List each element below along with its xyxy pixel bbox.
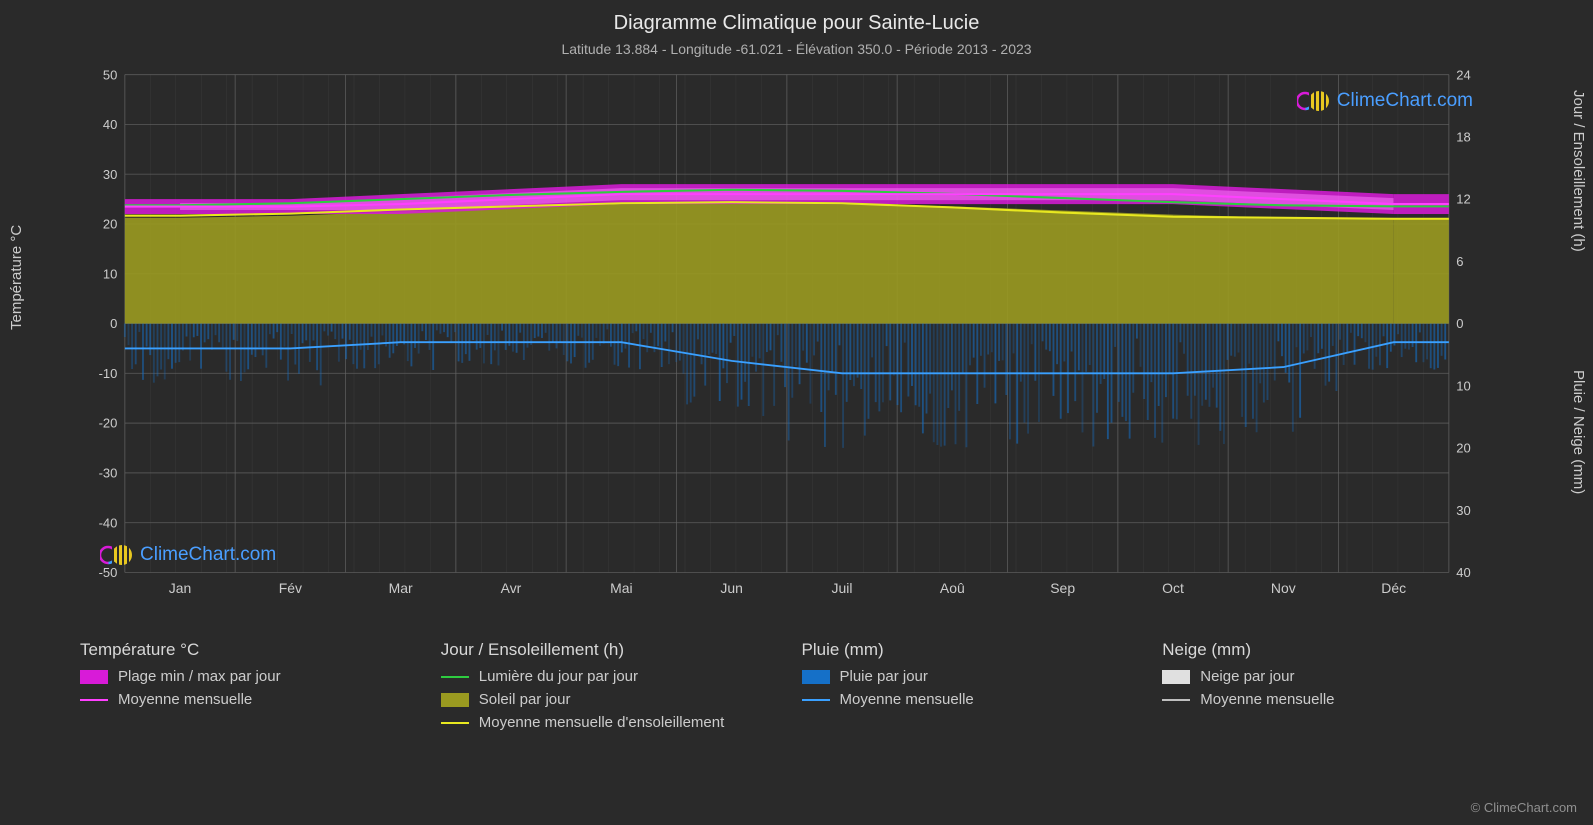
climechart-logo-icon [1297,88,1331,114]
chart-title: Diagramme Climatique pour Sainte-Lucie [0,0,1593,35]
plot-svg: -50-40-30-20-100102030405006121824102030… [80,70,1503,605]
legend-group-title: Température °C [80,640,421,660]
legend-group-title: Pluie (mm) [802,640,1143,660]
legend: Température °C Plage min / max par jour Mo… [80,640,1503,737]
legend-swatch [441,693,469,707]
legend-group: Neige (mm) Neige par jour Moyenne mensuell… [1162,640,1503,737]
svg-text:30: 30 [1456,503,1470,518]
svg-text:10: 10 [1456,378,1470,393]
watermark-bottom-left: ClimeChart.com [100,542,276,568]
legend-group-title: Neige (mm) [1162,640,1503,660]
watermark-top-right: ClimeChart.com [1297,88,1473,114]
svg-text:Jun: Jun [720,580,742,596]
legend-group: Température °C Plage min / max par jour Mo… [80,640,421,737]
legend-swatch [802,670,830,684]
legend-label: Moyenne mensuelle [840,691,974,708]
svg-text:18: 18 [1456,130,1470,145]
legend-item: Pluie par jour [802,668,1143,685]
svg-text:0: 0 [1456,316,1463,331]
svg-text:-30: -30 [99,466,118,481]
svg-text:12: 12 [1456,192,1470,207]
legend-item: Moyenne mensuelle [80,691,421,708]
y-axis-right-bottom-label: Pluie / Neige (mm) [1570,370,1587,494]
svg-text:Avr: Avr [501,580,522,596]
watermark-text: ClimeChart.com [140,544,276,566]
legend-item: Moyenne mensuelle [802,691,1143,708]
legend-label: Neige par jour [1200,668,1294,685]
climate-chart: Diagramme Climatique pour Sainte-Lucie L… [0,0,1593,825]
copyright: © ClimeChart.com [1471,800,1577,815]
y-axis-right-top-label: Jour / Ensoleillement (h) [1570,90,1587,252]
legend-group: Jour / Ensoleillement (h) Lumière du jour… [441,640,782,737]
svg-text:24: 24 [1456,67,1470,82]
legend-swatch [80,670,108,684]
climechart-logo-icon [100,542,134,568]
svg-text:10: 10 [103,266,117,281]
legend-line [1162,699,1190,701]
svg-text:-10: -10 [99,366,118,381]
watermark-text: ClimeChart.com [1337,90,1473,112]
svg-text:30: 30 [103,167,117,182]
svg-text:50: 50 [103,67,117,82]
plot-area: -50-40-30-20-100102030405006121824102030… [80,70,1503,605]
svg-text:0: 0 [110,316,117,331]
legend-swatch [1162,670,1190,684]
legend-group: Pluie (mm) Pluie par jour Moyenne mensuell… [802,640,1143,737]
legend-line [802,699,830,701]
legend-item: Soleil par jour [441,691,782,708]
svg-text:-20: -20 [99,416,118,431]
legend-item: Moyenne mensuelle [1162,691,1503,708]
svg-text:40: 40 [1456,565,1470,580]
y-axis-left-label: Température °C [8,225,25,330]
svg-text:Sep: Sep [1050,580,1075,596]
legend-item: Plage min / max par jour [80,668,421,685]
legend-label: Lumière du jour par jour [479,668,638,685]
legend-label: Plage min / max par jour [118,668,281,685]
legend-label: Soleil par jour [479,691,571,708]
legend-item: Neige par jour [1162,668,1503,685]
legend-label: Moyenne mensuelle [1200,691,1334,708]
legend-label: Pluie par jour [840,668,928,685]
svg-text:-40: -40 [99,515,118,530]
svg-text:Déc: Déc [1381,580,1406,596]
svg-text:Mar: Mar [389,580,413,596]
svg-text:Aoû: Aoû [940,580,965,596]
svg-text:Juil: Juil [832,580,853,596]
svg-text:40: 40 [103,117,117,132]
svg-text:6: 6 [1456,254,1463,269]
legend-line [441,676,469,678]
chart-subtitle: Latitude 13.884 - Longitude -61.021 - Él… [0,35,1593,57]
svg-text:20: 20 [103,217,117,232]
legend-item: Moyenne mensuelle d'ensoleillement [441,714,782,731]
legend-line [441,722,469,724]
legend-label: Moyenne mensuelle d'ensoleillement [479,714,725,731]
legend-group-title: Jour / Ensoleillement (h) [441,640,782,660]
svg-text:Nov: Nov [1271,580,1296,596]
svg-text:Mai: Mai [610,580,632,596]
svg-text:Jan: Jan [169,580,191,596]
svg-text:Oct: Oct [1162,580,1184,596]
legend-item: Lumière du jour par jour [441,668,782,685]
svg-text:20: 20 [1456,441,1470,456]
legend-label: Moyenne mensuelle [118,691,252,708]
svg-text:Fév: Fév [279,580,302,596]
legend-line [80,699,108,701]
